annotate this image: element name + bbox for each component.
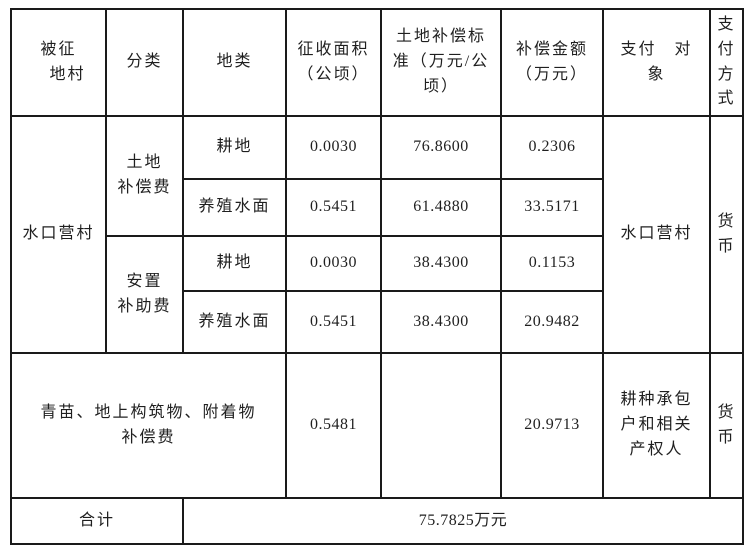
cell-method-cash: 货 币 xyxy=(709,352,744,499)
cell-amount: 0.2306 xyxy=(500,115,604,180)
cell-land-type: 养殖水面 xyxy=(182,178,287,237)
table-row: 养殖水面 0.5451 61.4880 33.5171 xyxy=(11,178,743,237)
header-cell-land-type: 地类 xyxy=(182,8,287,117)
cell-area: 0.5451 xyxy=(285,290,382,354)
header-cell-area: 征收面积 （公顷） xyxy=(285,8,382,117)
cell-village: 水口营村 xyxy=(10,115,107,354)
cell-payee-contractors: 耕种承包 户和相关 产权人 xyxy=(602,352,711,499)
cell-land-type: 养殖水面 xyxy=(182,290,287,354)
cell-area: 0.5451 xyxy=(285,178,382,237)
table-row: 青苗、地上构筑物、附着物 补偿费 0.5481 20.9713 耕种承包 户和相… xyxy=(10,352,744,499)
table-row: 安置 补助费 耕地 0.0030 38.4300 0.1153 xyxy=(11,235,743,354)
cell-standard: 38.4300 xyxy=(380,235,502,292)
cell-standard: 61.4880 xyxy=(380,178,502,237)
cell-amount: 33.5171 xyxy=(500,178,604,237)
cell-amount: 20.9713 xyxy=(500,352,604,499)
cell-amount: 20.9482 xyxy=(500,290,604,354)
header-cell-category: 分类 xyxy=(105,8,184,117)
cell-land-type: 耕地 xyxy=(182,115,287,180)
cell-total-label: 合计 xyxy=(10,497,184,545)
cell-greenery-label: 青苗、地上构筑物、附着物 补偿费 xyxy=(10,352,287,499)
header-cell-method: 支 付 方 式 xyxy=(709,8,744,117)
cell-area: 0.0030 xyxy=(285,115,382,180)
table-row: 水口营村 土地 补偿费 耕地 0.0030 76.8600 0.2306 水口营… xyxy=(10,115,744,354)
cell-standard: 38.4300 xyxy=(380,290,502,354)
cell-amount: 0.1153 xyxy=(500,235,604,292)
cell-land-comp-fee: 土地 补偿费 xyxy=(105,115,184,237)
cell-standard: 76.8600 xyxy=(380,115,502,180)
table-total-row: 合计 75.7825万元 xyxy=(10,497,744,545)
header-cell-standard: 土地补偿标 准（万元/公 顷） xyxy=(380,8,502,117)
table-row: 养殖水面 0.5451 38.4300 20.9482 xyxy=(11,290,743,354)
cell-standard-empty xyxy=(380,352,502,499)
compensation-table: 被征 地村 分类 地类 征收面积 （公顷） 土地补偿标 准（万元/公 顷） 补偿… xyxy=(10,8,744,545)
header-cell-amount: 补偿金额 （万元） xyxy=(500,8,604,117)
cell-land-type: 耕地 xyxy=(182,235,287,292)
header-cell-payee: 支付 对 象 xyxy=(602,8,711,117)
cell-resettle-fee: 安置 补助费 xyxy=(105,235,184,354)
cell-payee-village: 水口营村 xyxy=(602,115,711,354)
cell-total-value: 75.7825万元 xyxy=(182,497,744,545)
cell-area: 0.0030 xyxy=(285,235,382,292)
header-cell-village: 被征 地村 xyxy=(10,8,107,117)
cell-method-cash: 货 币 xyxy=(709,115,744,354)
table-header-row: 被征 地村 分类 地类 征收面积 （公顷） 土地补偿标 准（万元/公 顷） 补偿… xyxy=(10,8,744,117)
cell-area: 0.5481 xyxy=(285,352,382,499)
